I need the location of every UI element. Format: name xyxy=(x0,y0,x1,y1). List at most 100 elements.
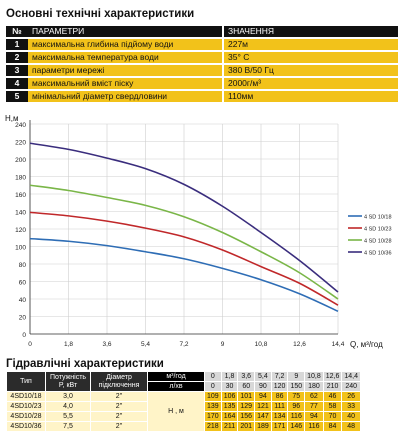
x-tick-label: 9 xyxy=(221,341,225,348)
y-tick-label: 140 xyxy=(15,210,26,217)
hyd-h: 218 xyxy=(204,421,222,432)
hyd-h: 46 xyxy=(322,391,343,402)
y-tick-label: 60 xyxy=(19,280,27,287)
y-tick-label: 160 xyxy=(15,192,26,199)
y-axis-label: Н,м xyxy=(5,114,19,123)
hyd-q-l: 90 xyxy=(254,381,272,392)
spec-header-param: ПАРАМЕТРИ xyxy=(28,26,222,37)
spec-header-num: № xyxy=(6,26,28,37)
spec-row: 2 максимальна температура води 35° С xyxy=(6,52,398,63)
spec-table: № ПАРАМЕТРИ ЗНАЧЕННЯ 1 максимальна глиби… xyxy=(6,24,398,104)
hyd-q-l: 60 xyxy=(237,381,256,392)
hyd-h: 94 xyxy=(254,391,272,402)
spec-value: 380 В/50 Гц xyxy=(222,65,398,76)
hyd-h: 146 xyxy=(287,421,306,432)
spec-row: 3 параметри мережі 380 В/50 Гц xyxy=(6,65,398,76)
hyd-col-power: Потужність P, кВт xyxy=(45,371,91,392)
spec-value: 227м xyxy=(222,39,398,50)
hyd-h: 164 xyxy=(220,411,239,422)
legend-label: 4 SD 10/18 xyxy=(364,215,392,221)
hyd-h: 109 xyxy=(204,391,222,402)
spec-num: 2 xyxy=(6,52,28,63)
spec-param: максимальний вміст піску xyxy=(28,78,222,89)
hyd-h: 116 xyxy=(287,411,306,422)
hyd-h: 147 xyxy=(254,411,272,422)
hyd-unit-m3: м³/год xyxy=(147,371,205,382)
spec-param: максимальна температура води xyxy=(28,52,222,63)
hydraulic-table: Тип Потужність P, кВт Діаметр підключенн… xyxy=(6,371,361,432)
legend-label: 4 SD 10/23 xyxy=(364,227,392,233)
hyd-row: 4SD10/18 3,0 2" Н , м 109 106 101 94 86 … xyxy=(6,391,361,432)
x-tick-label: 14,4 xyxy=(332,341,345,348)
series-line-2 xyxy=(29,184,339,300)
hyd-h: 171 xyxy=(270,421,289,432)
series-line-1 xyxy=(29,211,339,306)
spec-row: 1 максимальна глибина підйому води 227м xyxy=(6,39,398,50)
spec-param: максимальна глибина підйому води xyxy=(28,39,222,50)
hyd-unit-l: л/хв xyxy=(147,381,205,392)
hyd-q-l: 30 xyxy=(220,381,239,392)
hyd-col-type: Тип xyxy=(6,371,46,392)
spec-value: 2000г/м³ xyxy=(222,78,398,89)
hyd-h: 189 xyxy=(254,421,272,432)
hyd-h: 139 xyxy=(204,401,222,412)
hyd-h: 135 xyxy=(220,401,239,412)
x-axis-label: Q, м³/год xyxy=(350,340,383,349)
spec-value: 110мм xyxy=(222,91,398,102)
hyd-row: 4SD10/36 7,5 2" 218 211 201 189 171 146 … xyxy=(6,421,361,432)
hyd-q-l: 0 xyxy=(204,381,222,392)
hyd-h: 77 xyxy=(304,401,324,412)
hyd-h: 96 xyxy=(287,401,306,412)
hyd-h: 170 xyxy=(204,411,222,422)
spec-header-row: № ПАРАМЕТРИ ЗНАЧЕННЯ xyxy=(6,26,398,37)
hyd-q-m3: 1,8 xyxy=(220,371,239,382)
hyd-q-m3: 5,4 xyxy=(254,371,272,382)
hyd-diam: 2" xyxy=(90,391,148,402)
hyd-h: 33 xyxy=(341,401,361,412)
hyd-q-l: 240 xyxy=(341,381,361,392)
hyd-h: 58 xyxy=(322,401,343,412)
y-tick-label: 120 xyxy=(15,227,26,234)
spec-num: 3 xyxy=(6,65,28,76)
hyd-h: 211 xyxy=(220,421,239,432)
series-line-3 xyxy=(29,142,339,293)
hyd-diam: 2" xyxy=(90,411,148,422)
hyd-q-m3: 9 xyxy=(287,371,306,382)
spec-param: мінімальний діаметр свердловини xyxy=(28,91,222,102)
hyd-type: 4SD10/36 xyxy=(6,421,46,432)
hyd-h: 40 xyxy=(341,411,361,422)
legend-label: 4 SD 10/36 xyxy=(364,251,392,257)
x-tick-label: 12,6 xyxy=(293,341,306,348)
hyd-power: 4,0 xyxy=(45,401,91,412)
hyd-q-l: 180 xyxy=(304,381,324,392)
hyd-h: 86 xyxy=(270,391,289,402)
x-tick-label: 3,6 xyxy=(102,341,111,348)
y-tick-label: 100 xyxy=(15,245,26,252)
hydraulic-section-title: Гідравлічні характеристики xyxy=(6,358,164,370)
hyd-col-diam: Діаметр підключення xyxy=(90,371,148,392)
y-tick-label: 220 xyxy=(15,140,26,147)
spec-num: 5 xyxy=(6,91,28,102)
chart-series xyxy=(29,142,339,312)
hyd-h: 156 xyxy=(237,411,256,422)
spec-section-title: Основні технічні характеристики xyxy=(6,8,195,20)
hyd-power: 7,5 xyxy=(45,421,91,432)
hyd-h: 70 xyxy=(322,411,343,422)
pump-curve-chart: 0 20 40 60 80 100 120 140 160 180 200 220 240 0 1,8 3,6… xyxy=(5,114,392,349)
hyd-row: 4SD10/23 4,0 2" 139 135 129 121 111 96 7… xyxy=(6,401,361,412)
spec-num: 1 xyxy=(6,39,28,50)
hyd-q-m3: 7,2 xyxy=(270,371,289,382)
hyd-q-m3: 3,6 xyxy=(237,371,256,382)
chart-legend: 4 SD 10/18 4 SD 10/23 4 SD 10/28 4 SD 10/36 xyxy=(348,215,392,257)
hyd-power: 5,5 xyxy=(45,411,91,422)
hyd-h: 94 xyxy=(304,411,324,422)
hyd-type: 4SD10/23 xyxy=(6,401,46,412)
y-tick-label: 240 xyxy=(15,122,26,129)
y-tick-label: 180 xyxy=(15,175,26,182)
x-tick-label: 5,4 xyxy=(141,341,150,348)
hyd-type: 4SD10/18 xyxy=(6,391,46,402)
hyd-q-l: 120 xyxy=(270,381,289,392)
y-tick-label: 0 xyxy=(22,332,26,339)
hyd-h: 75 xyxy=(287,391,306,402)
hyd-diam: 2" xyxy=(90,401,148,412)
